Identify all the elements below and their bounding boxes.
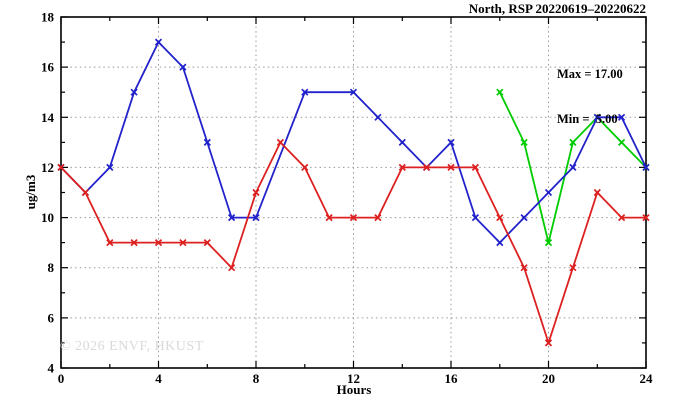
data-point-center-red <box>498 216 502 220</box>
y-tick-label: 4 <box>48 361 55 376</box>
data-point-center-blue <box>547 191 550 194</box>
data-point-center-blue <box>595 115 599 119</box>
data-point-center-red <box>547 341 550 345</box>
data-point-center-green <box>498 90 502 94</box>
data-point-center-blue <box>303 90 307 94</box>
watermark: © 2026 ENVF, HKUST <box>60 339 204 354</box>
y-tick-label: 8 <box>48 260 55 275</box>
data-point-center-green <box>547 241 550 245</box>
data-point-center-red <box>571 266 575 270</box>
y-tick-label: 16 <box>41 60 55 75</box>
data-point-center-blue <box>230 216 234 220</box>
data-point-center-red <box>83 191 87 194</box>
data-point-center-red <box>473 165 477 169</box>
data-point-center-green <box>522 140 526 144</box>
data-point-center-red <box>620 216 624 220</box>
data-point-center-blue <box>620 115 624 119</box>
min-value-label: Min = 5.00 <box>557 112 618 126</box>
data-point-center-blue <box>400 140 404 144</box>
x-axis-title: Hours <box>336 382 372 397</box>
data-point-center-blue <box>449 140 453 144</box>
data-point-center-red <box>400 165 404 169</box>
data-point-center-blue <box>132 90 136 94</box>
data-point-center-blue <box>571 165 575 169</box>
data-point-center-blue <box>205 140 209 144</box>
data-point-center-red <box>132 241 136 245</box>
data-point-center-red <box>352 216 355 220</box>
data-point-center-red <box>449 165 453 169</box>
data-point-center-blue <box>352 90 355 94</box>
data-point-center-blue <box>522 216 526 220</box>
data-point-center-red <box>254 191 258 194</box>
data-point-center-red <box>327 216 331 220</box>
chart-title: North, RSP 20220619–20220622 <box>468 1 646 16</box>
max-value-label: Max = 17.00 <box>557 67 623 81</box>
data-point-center-red <box>230 266 234 270</box>
y-tick-label: 18 <box>41 10 55 25</box>
data-point-center-red <box>181 241 185 245</box>
data-point-center-red <box>595 191 599 194</box>
data-point-center-green <box>571 140 575 144</box>
data-point-center-red <box>376 216 380 220</box>
data-point-center-red <box>425 165 429 169</box>
data-point-center-red <box>59 165 63 169</box>
data-point-center-green <box>620 140 624 144</box>
data-point-center-red <box>108 241 112 245</box>
x-tick-label: 8 <box>253 371 260 386</box>
y-axis-title: ug/m3 <box>23 174 38 210</box>
data-point-center-blue <box>498 241 502 245</box>
x-tick-label: 16 <box>445 371 459 386</box>
data-point-center-blue <box>254 216 258 220</box>
x-tick-label: 24 <box>640 371 654 386</box>
y-tick-label: 14 <box>41 110 55 125</box>
y-tick-label: 12 <box>41 160 54 175</box>
y-tick-label: 6 <box>48 310 55 325</box>
data-point-center-red <box>303 165 307 169</box>
data-point-center-blue <box>181 65 185 69</box>
x-tick-label: 12 <box>347 371 360 386</box>
data-point-center-blue <box>108 165 112 169</box>
x-tick-label: 20 <box>542 371 555 386</box>
y-tick-label: 10 <box>41 210 54 225</box>
data-point-center-red <box>522 266 526 270</box>
data-point-center-blue <box>473 216 477 220</box>
data-point-center-red <box>205 241 209 245</box>
data-point-center-red <box>644 216 648 220</box>
data-point-center-blue <box>644 165 648 169</box>
x-tick-label: 0 <box>58 371 65 386</box>
x-tick-label: 4 <box>155 371 162 386</box>
data-point-center-red <box>157 241 160 245</box>
stats-box: Max = 17.00 Min = 5.00 <box>557 37 623 157</box>
data-point-center-blue <box>376 115 380 119</box>
data-point-center-blue <box>157 40 160 44</box>
data-point-center-red <box>278 140 282 144</box>
